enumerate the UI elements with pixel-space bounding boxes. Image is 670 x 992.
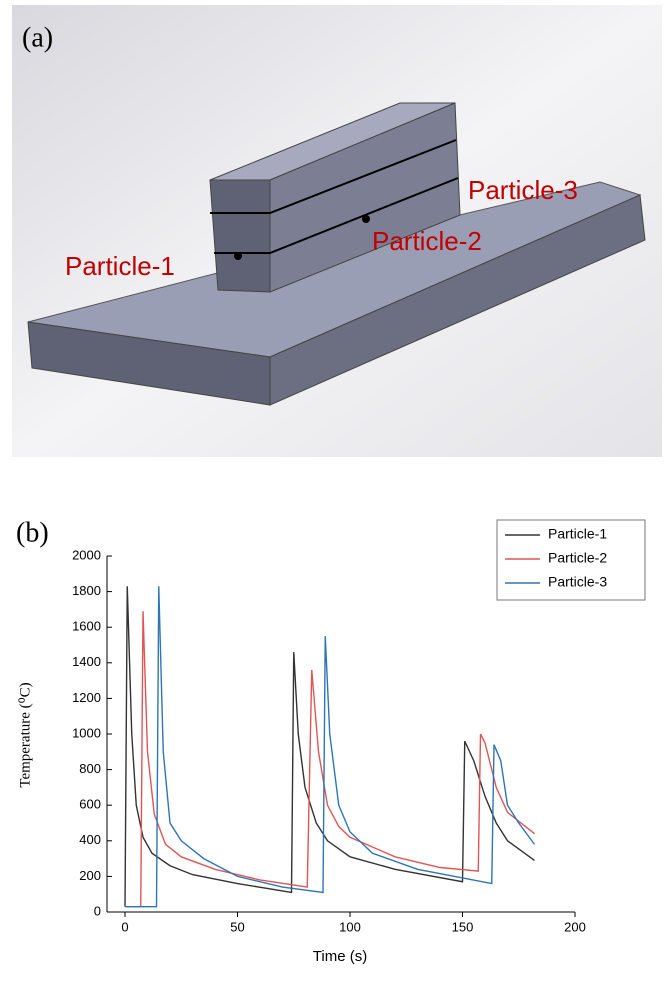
y-tick-label: 2000 [72,547,101,562]
y-tick-label: 1600 [72,619,101,634]
panel-label: (b) [16,517,49,548]
y-tick-label: 800 [79,761,101,776]
y-axis-label: Temperature (⁰C) [17,682,33,787]
y-tick-label: 600 [79,797,101,812]
x-tick-label: 0 [121,919,128,934]
particle-label: Particle-1 [65,251,175,281]
legend-label: Particle-1 [548,526,607,542]
panel-label: (a) [22,22,53,53]
particle-label: Particle-3 [468,175,578,205]
figure: (a) Particle-1 Particle-2 Particle-3 (b)… [0,0,670,987]
y-tick-label: 0 [94,903,101,918]
legend-label: Particle-3 [548,574,607,590]
y-tick-label: 1800 [72,583,101,598]
particle-label: Particle-2 [372,226,482,256]
y-tick-label: 400 [79,832,101,847]
x-tick-label: 50 [230,919,244,934]
y-tick-label: 1000 [72,725,101,740]
x-axis-label: Time (s) [313,948,367,965]
legend-label: Particle-2 [548,550,607,566]
x-tick-label: 150 [452,919,474,934]
y-tick-label: 200 [79,868,101,883]
y-tick-label: 1200 [72,690,101,705]
x-tick-label: 200 [564,919,586,934]
x-tick-label: 100 [339,919,361,934]
y-tick-label: 1400 [72,654,101,669]
